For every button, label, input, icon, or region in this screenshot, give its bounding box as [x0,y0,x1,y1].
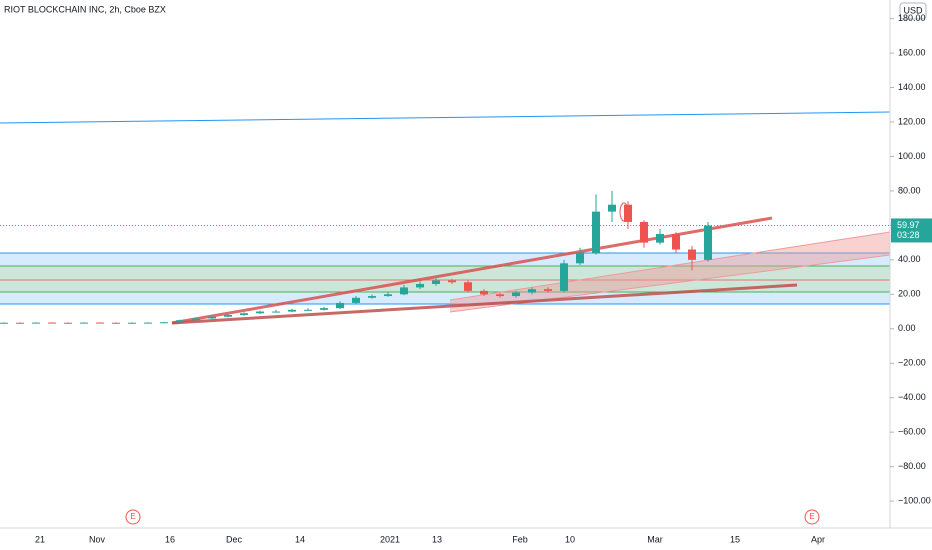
y-tick-label: 120.00 [898,116,926,126]
x-tick-label: Nov [89,534,106,544]
candle-body [544,289,552,291]
candle-body [192,318,200,321]
candle-body [160,322,168,324]
y-tick-label: −100.00 [898,495,931,505]
candle-body [32,322,40,324]
candle-body [304,309,312,311]
candle-body [384,294,392,297]
candle-body [704,225,712,260]
candle-body [208,316,216,319]
y-tick-label: 160.00 [898,47,926,57]
candle-body [128,322,136,324]
x-tick-label: 2021 [380,534,400,544]
x-tick-label: 21 [35,534,45,544]
event-marker [125,509,141,525]
candle-body [64,322,72,324]
y-tick-label: 40.00 [898,254,921,264]
candle-body [0,322,8,324]
x-tick-label: 15 [730,534,740,544]
x-tick-label: Feb [512,534,528,544]
candle-body [512,292,520,297]
candle-body [656,234,664,243]
event-label: E [809,512,814,521]
candle-body [576,252,584,264]
candle-body [464,282,472,291]
candle-body [448,280,456,283]
countdown: 03:28 [897,230,920,240]
candle-body [224,315,232,317]
x-tick-label: 14 [295,534,305,544]
candle-body [688,249,696,260]
candle-body [432,280,440,284]
y-tick-label: 80.00 [898,185,921,195]
y-tick-label: −20.00 [898,358,926,368]
candle-body [592,211,600,253]
candle-body [624,204,632,222]
candle-body [272,311,280,313]
candle-body [560,263,568,291]
candle-body [16,322,24,324]
x-tick-label: Apr [811,534,825,544]
candle-body [400,287,408,295]
x-tick-label: 13 [432,534,442,544]
candle-body [480,290,488,295]
candle-body [320,308,328,310]
candle-body [48,322,56,324]
channel [450,232,890,312]
y-tick-label: −60.00 [898,427,926,437]
candle-body [672,234,680,250]
channel-line [449,231,891,301]
candle-body [176,320,184,323]
y-tick-label: 140.00 [898,82,926,92]
candle-body [96,322,104,324]
candle-body [352,297,360,303]
candle-body [416,283,424,288]
candle-body [336,302,344,309]
candle-body [80,322,88,324]
price-tag: 59.97 [897,220,920,230]
currency-box[interactable] [899,2,927,20]
currency: USD [903,5,923,15]
chart-title: RIOT BLOCKCHAIN INC, 2h, Cboe BZX [4,4,166,14]
candle-body [288,309,296,312]
candle-body [640,221,648,243]
candle-body [368,296,376,298]
candle-body [144,322,152,324]
candle-body [608,204,616,212]
y-tick-label: 0.00 [898,323,916,333]
candle-body [112,322,120,324]
y-tick-label: 100.00 [898,151,926,161]
candle-body [496,294,504,297]
price-tag-box [891,218,932,243]
x-tick-label: 10 [565,534,575,544]
candle-body [256,311,264,314]
event-marker [804,509,820,525]
trend-line [0,111,891,124]
candle-body [240,313,248,316]
y-tick-label: −40.00 [898,392,926,402]
candle-body [528,289,536,293]
x-tick-label: Dec [226,534,243,544]
trend-line [171,283,798,325]
y-tick-label: 20.00 [898,289,921,299]
x-tick-label: Mar [647,534,663,544]
event-label: E [130,512,135,521]
y-tick-label: 180.00 [898,13,926,23]
y-tick-label: −80.00 [898,461,926,471]
x-tick-label: 16 [165,534,175,544]
